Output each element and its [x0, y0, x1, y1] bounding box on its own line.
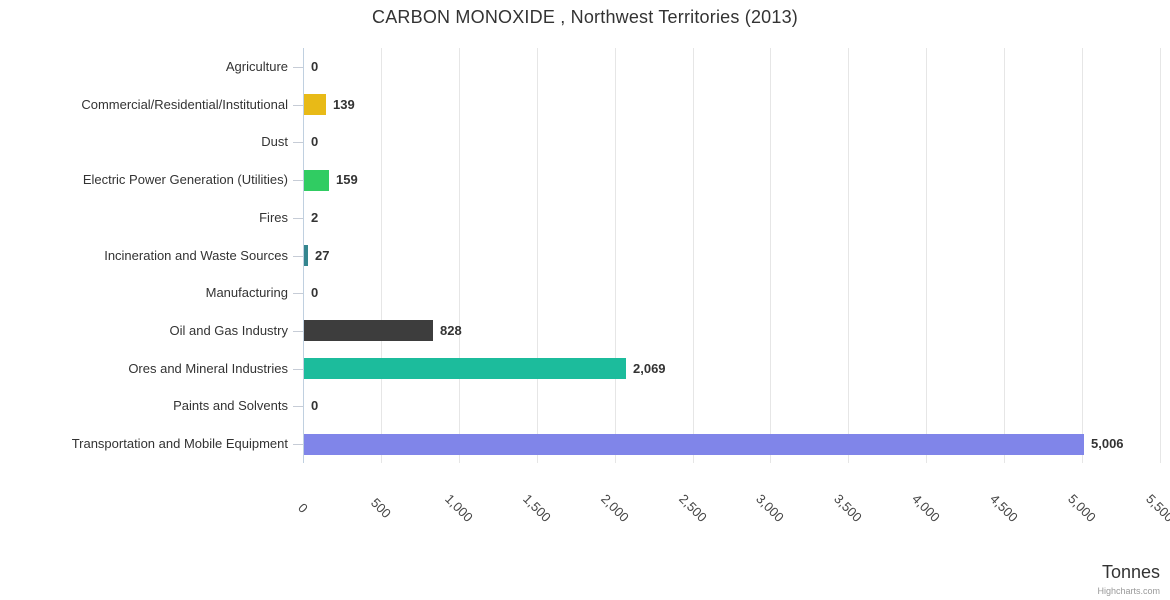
category-label: Ores and Mineral Industries: [128, 361, 288, 376]
highcharts-credits-link[interactable]: Highcharts.com: [1097, 586, 1160, 596]
gridline: [459, 48, 460, 463]
plot-area: [303, 48, 1161, 463]
category-label: Commercial/Residential/Institutional: [81, 97, 288, 112]
bar[interactable]: [304, 94, 326, 115]
category-tick: [293, 180, 303, 181]
category-label: Oil and Gas Industry: [169, 323, 289, 338]
value-label: 0: [311, 285, 319, 300]
category-label: Fires: [259, 210, 288, 225]
bar[interactable]: [304, 358, 626, 379]
category-label: Paints and Solvents: [173, 398, 288, 413]
gridline: [1082, 48, 1083, 463]
category-tick: [293, 142, 303, 143]
category-axis-line: [303, 48, 304, 463]
category-label: Transportation and Mobile Equipment: [71, 436, 288, 451]
category-label: Electric Power Generation (Utilities): [82, 172, 288, 187]
value-label: 139: [333, 97, 355, 112]
value-label: 5,006: [1091, 436, 1124, 451]
value-label: 0: [311, 59, 319, 74]
bar[interactable]: [304, 170, 329, 191]
value-axis-title: Tonnes: [1101, 562, 1160, 582]
category-tick: [293, 406, 303, 407]
value-label: 159: [336, 172, 358, 187]
category-tick: [293, 444, 303, 445]
gridline: [770, 48, 771, 463]
value-label: 0: [311, 134, 319, 149]
category-tick: [293, 218, 303, 219]
category-label: Incineration and Waste Sources: [104, 248, 288, 263]
bar[interactable]: [304, 245, 308, 266]
gridline: [381, 48, 382, 463]
gridline: [615, 48, 616, 463]
gridline: [1004, 48, 1005, 463]
gridline: [693, 48, 694, 463]
bar[interactable]: [304, 434, 1084, 455]
category-tick: [293, 105, 303, 106]
gridline: [848, 48, 849, 463]
value-label: 2: [311, 210, 319, 225]
value-label: 828: [440, 323, 462, 338]
gridline: [1160, 48, 1161, 463]
gridline: [926, 48, 927, 463]
gridline: [537, 48, 538, 463]
category-tick: [293, 293, 303, 294]
value-label: 2,069: [633, 361, 666, 376]
category-tick: [293, 331, 303, 332]
category-tick: [293, 67, 303, 68]
category-label: Dust: [261, 134, 288, 149]
category-tick: [293, 369, 303, 370]
value-label: 27: [315, 248, 330, 263]
category-label: Agriculture: [225, 59, 288, 74]
bar[interactable]: [304, 320, 433, 341]
category-tick: [293, 256, 303, 257]
chart-title: CARBON MONOXIDE , Northwest Territories …: [372, 7, 798, 27]
value-label: 0: [311, 398, 319, 413]
category-label: Manufacturing: [205, 285, 288, 300]
